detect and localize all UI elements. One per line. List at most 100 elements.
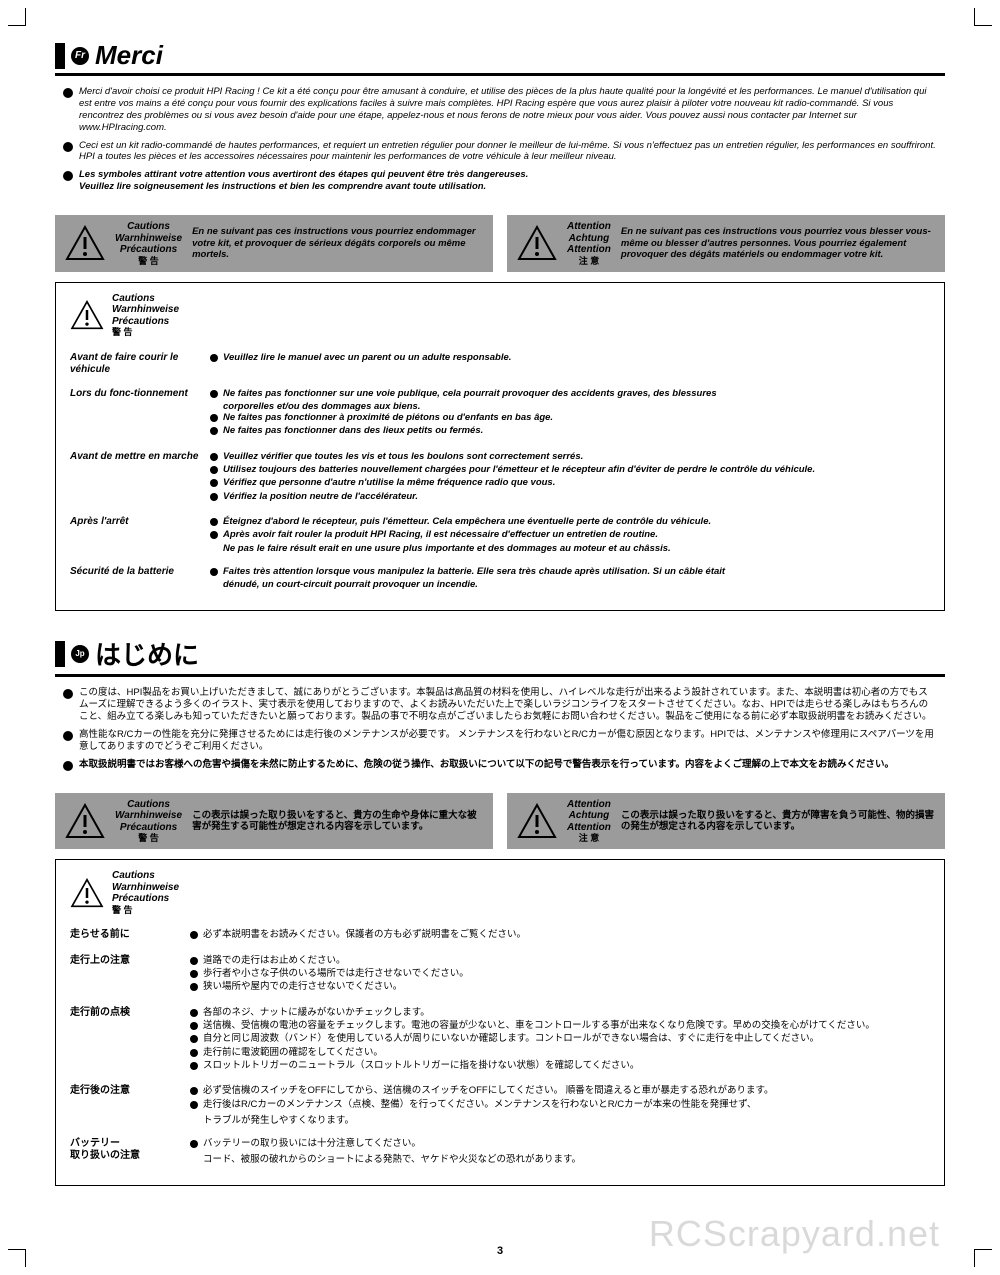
caution-row-jp: Cautions Warnhinweise Précautions 警 告 この… — [55, 793, 945, 850]
bullet-icon — [210, 493, 218, 501]
rule-line: 走行後はR/Cカーのメンテナンス（点検、整備）を行ってください。メンテナンスを行… — [190, 1099, 930, 1111]
rule-line: Ne faites pas fonctionner dans des lieux… — [210, 425, 930, 437]
warning-triangle-icon — [70, 878, 104, 908]
rule-line: Veuillez lire le manuel avec un parent o… — [210, 352, 930, 364]
bullet-icon — [190, 957, 198, 965]
rule-row: Sécurité de la batterieFaites très atten… — [70, 562, 930, 598]
detail-header: Cautions Warnhinweise Précautions 警 告 — [70, 293, 930, 338]
rule-table-jp: 走らせる前に必ず本説明書をお読みください。保護者の方も必ず説明書をご覧ください。… — [70, 925, 930, 1173]
rule-line: Éteignez d'abord le récepteur, puis l'ém… — [210, 516, 930, 528]
rule-sub: トラブルが発生しやすくなります。 — [203, 1112, 930, 1126]
rule-row: Après l'arrêtÉteignez d'abord le récepte… — [70, 512, 930, 562]
bullet-icon — [63, 142, 73, 152]
rule-line: Utilisez toujours des batteries nouvelle… — [210, 464, 930, 476]
warning-triangle-icon — [517, 225, 557, 261]
rule-body: Éteignez d'abord le récepteur, puis l'ém… — [210, 512, 930, 562]
rule-table-fr: Avant de faire courir le véhiculeVeuille… — [70, 348, 930, 598]
rule-line: 歩行者や小さな子供のいる場所では走行させないでください。 — [190, 968, 930, 980]
rule-label: 走行上の注意 — [70, 951, 190, 1003]
bullet-icon — [190, 1087, 198, 1095]
lang-badge-fr: Fr — [71, 47, 89, 65]
attention-labels: Attention Achtung Attention 注 意 — [567, 799, 611, 844]
intro-text-bold: Les symboles attirant votre attention vo… — [79, 169, 528, 193]
intro-text: Merci d'avoir choisi ce produit HPI Raci… — [79, 86, 937, 134]
warning-triangle-icon — [65, 225, 105, 261]
intro-list-jp: この度は、HPI製品をお買い上げいただきまして、誠にありがとうございます。本製品… — [55, 687, 945, 786]
rule-label: Avant de mettre en marche — [70, 447, 210, 512]
section-title-jp: Jp はじめに — [55, 635, 945, 677]
rule-sub: Ne pas le faire résult erait en une usur… — [223, 543, 930, 554]
title-text-jp: はじめに — [95, 635, 199, 672]
rule-label: 走らせる前に — [70, 925, 190, 950]
caution-labels: Cautions Warnhinweise Précautions 警 告 — [115, 221, 182, 266]
title-tab — [55, 641, 65, 667]
caution-labels: Cautions Warnhinweise Précautions 警 告 — [112, 870, 179, 915]
rule-label: Avant de faire courir le véhicule — [70, 348, 210, 384]
title-tab — [55, 43, 65, 69]
rule-row: Avant de faire courir le véhiculeVeuille… — [70, 348, 930, 384]
rule-body: バッテリーの取り扱いには十分注意してください。コード、被服の破れからのショートに… — [190, 1134, 930, 1173]
rule-body: 各部のネジ、ナットに緩みがないかチェックします。送信機、受信機の電池の容量をチェ… — [190, 1003, 930, 1082]
rule-body: 必ず受信機のスイッチをOFFにしてから、送信機のスイッチをOFFにしてください。… — [190, 1081, 930, 1134]
rule-row: Avant de mettre en marcheVeuillez vérifi… — [70, 447, 930, 512]
intro-text: Ceci est un kit radio-commandé de hautes… — [79, 140, 937, 164]
caution-box: Cautions Warnhinweise Précautions 警 告 この… — [55, 793, 493, 850]
intro-list-fr: Merci d'avoir choisi ce produit HPI Raci… — [55, 86, 945, 209]
section-title-fr: Fr Merci — [55, 40, 945, 76]
bullet-icon — [190, 1140, 198, 1148]
rule-label: Lors du fonc-tionnement — [70, 384, 210, 447]
bullet-icon — [190, 1062, 198, 1070]
rule-line: 走行前に電波範囲の確認をしてください。 — [190, 1047, 930, 1059]
rule-label: 走行後の注意 — [70, 1081, 190, 1134]
caution-text: En ne suivant pas ces instructions vous … — [192, 226, 483, 260]
rule-line: 必ず本説明書をお読みください。保護者の方も必ず説明書をご覧ください。 — [190, 929, 930, 941]
bullet-icon — [190, 983, 198, 991]
rule-body: 必ず本説明書をお読みください。保護者の方も必ず説明書をご覧ください。 — [190, 925, 930, 950]
intro-text: この度は、HPI製品をお買い上げいただきまして、誠にありがとうございます。本製品… — [79, 687, 937, 723]
intro-text-bold: 本取扱説明書ではお客様への危害や損傷を未然に防止するために、危険の従う操作、お取… — [79, 759, 894, 771]
caution-row-fr: Cautions Warnhinweise Précautions 警 告 En… — [55, 215, 945, 272]
bullet-icon — [210, 414, 218, 422]
rule-label: 走行前の点検 — [70, 1003, 190, 1082]
section-japanese: Jp はじめに この度は、HPI製品をお買い上げいただきまして、誠にありがとうご… — [55, 635, 945, 1186]
rule-line: 道路での走行はお止めください。 — [190, 955, 930, 967]
rule-row: Lors du fonc-tionnementNe faites pas fon… — [70, 384, 930, 447]
detail-header: Cautions Warnhinweise Précautions 警 告 — [70, 870, 930, 915]
rule-row: 走行後の注意必ず受信機のスイッチをOFFにしてから、送信機のスイッチをOFFにし… — [70, 1081, 930, 1134]
warning-triangle-icon — [70, 300, 104, 330]
bullet-icon — [190, 1022, 198, 1030]
rule-line: スロットルトリガーのニュートラル（スロットルトリガーに指を掛けない状態）を確認し… — [190, 1060, 930, 1072]
bullet-icon — [210, 427, 218, 435]
warning-triangle-icon — [517, 803, 557, 839]
attention-text: En ne suivant pas ces instructions vous … — [621, 226, 935, 260]
rule-row: 走行前の点検各部のネジ、ナットに緩みがないかチェックします。送信機、受信機の電池… — [70, 1003, 930, 1082]
bullet-icon — [210, 354, 218, 362]
rule-row: 走行上の注意道路での走行はお止めください。歩行者や小さな子供のいる場所では走行さ… — [70, 951, 930, 1003]
attention-text: この表示は誤った取り扱いをすると、貴方が障害を負う可能性、物的損害の発生が想定さ… — [621, 810, 935, 833]
rule-line: Veuillez vérifier que toutes les vis et … — [210, 451, 930, 463]
rule-line: Ne faites pas fonctionner à proximité de… — [210, 412, 930, 424]
rule-line: 必ず受信機のスイッチをOFFにしてから、送信機のスイッチをOFFにしてください。… — [190, 1085, 930, 1097]
bullet-icon — [210, 518, 218, 526]
rule-line: 送信機、受信機の電池の容量をチェックします。電池の容量が少ないと、車をコントロー… — [190, 1020, 930, 1032]
rule-body: Veuillez lire le manuel avec un parent o… — [210, 348, 930, 384]
caution-labels: Cautions Warnhinweise Précautions 警 告 — [115, 799, 182, 844]
rule-label: Après l'arrêt — [70, 512, 210, 562]
bullet-icon — [210, 390, 218, 398]
caution-text: この表示は誤った取り扱いをすると、貴方の生命や身体に重大な被害が発生する可能性が… — [192, 810, 483, 833]
rule-line: Vérifiez la position neutre de l'accélér… — [210, 491, 930, 503]
rule-label: バッテリー 取り扱いの注意 — [70, 1134, 190, 1173]
bullet-icon — [190, 1049, 198, 1057]
bullet-icon — [63, 689, 73, 699]
rule-line: 自分と同じ周波数（バンド）を使用している人が周りにいないか確認します。コントロー… — [190, 1033, 930, 1045]
intro-text: 高性能なR/Cカーの性能を充分に発揮させるためには走行後のメンテナンスが必要です… — [79, 729, 937, 753]
rule-line: Après avoir fait rouler la produit HPI R… — [210, 529, 930, 541]
lang-badge-jp: Jp — [71, 645, 89, 663]
bullet-icon — [210, 453, 218, 461]
bullet-icon — [63, 761, 73, 771]
rule-line: Faites très attention lorsque vous manip… — [210, 566, 930, 578]
attention-box: Attention Achtung Attention 注 意 En ne su… — [507, 215, 945, 272]
warning-triangle-icon — [65, 803, 105, 839]
rule-line: 各部のネジ、ナットに緩みがないかチェックします。 — [190, 1007, 930, 1019]
rule-body: 道路での走行はお止めください。歩行者や小さな子供のいる場所では走行させないでくだ… — [190, 951, 930, 1003]
